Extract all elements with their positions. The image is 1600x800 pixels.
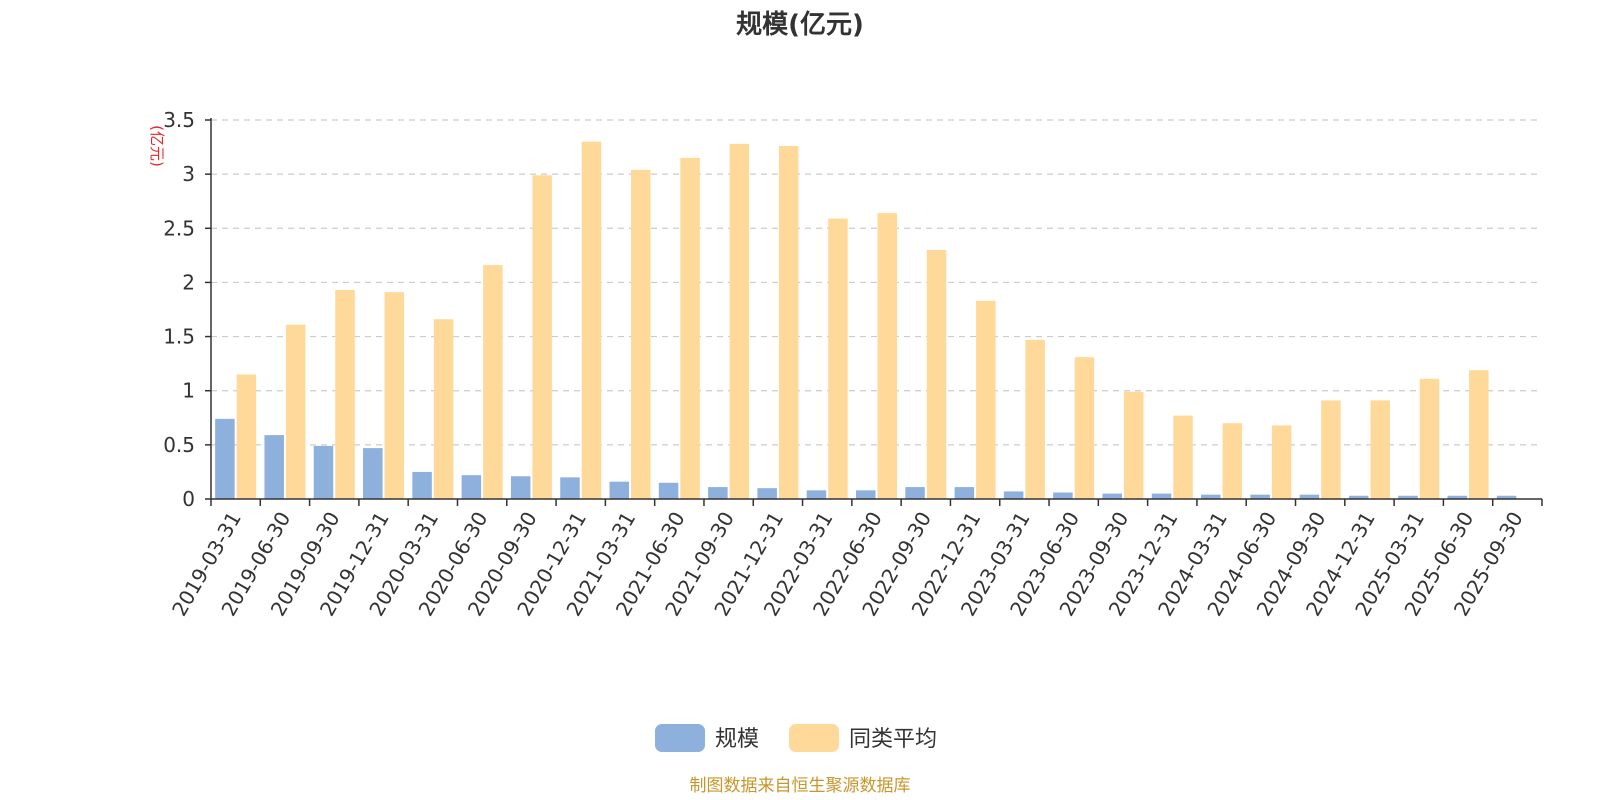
bar-scale [412,471,432,499]
bar-scale [609,481,630,499]
bar-scale [1348,495,1369,499]
legend-swatch-category-average [789,724,839,752]
legend-swatch-scale [655,724,705,752]
bar-scale [806,490,827,499]
bar-scale [215,418,235,499]
data-source-note: 制图数据来自恒生聚源数据库 [690,776,911,796]
bar-category-average [236,374,257,499]
bar-scale [1201,494,1221,499]
bar-scale [658,482,679,499]
legend-label-scale: 规模 [715,727,759,752]
bar-category-average [1074,357,1095,499]
bar-category-average [581,141,602,499]
y-tick-label: 1.5 [163,325,195,349]
legend: 规模 同类平均 [655,724,937,752]
bar-category-average [1370,400,1390,499]
x-tick-labels: 2019-03-312019-06-302019-09-302019-12-31… [167,507,1528,620]
bar-scale [856,490,876,499]
bar-category-average [1469,370,1489,499]
y-tick-label: 1 [182,379,195,403]
bar-category-average [680,157,700,499]
y-axis-unit-label: (亿元) [148,125,166,167]
bar-scale [1250,494,1270,499]
bar-scale [1102,493,1122,499]
bar-category-average [384,292,405,499]
bar-scale [905,487,925,499]
bar-scale [954,487,975,499]
bar-scale [510,476,531,499]
axes [205,118,1543,506]
bar-scale [708,487,728,499]
bar-category-average [1222,423,1243,499]
bar-scale [1299,494,1320,499]
bar-category-average [1123,391,1144,499]
bar-scale [363,448,383,499]
y-tick-label: 2 [182,270,195,294]
bar-category-average [335,290,355,499]
bar-category-average [1419,378,1440,499]
bar-category-average [1025,339,1045,499]
bar-category-average [1173,415,1193,499]
y-tick-label: 3 [182,162,195,186]
bar-scale [1151,493,1172,499]
bar-scale [461,475,482,499]
bar-category-average [729,143,750,499]
chart-title: 规模(亿元) [736,10,864,40]
y-tick-label: 0.5 [163,433,195,457]
bar-category-average [631,169,651,499]
bar-scale [1003,491,1024,499]
bar-category-average [1321,400,1341,499]
bar-category-average [778,145,799,499]
bar-scale [264,435,284,499]
bar-scale [560,477,580,499]
bar-category-average [483,265,503,499]
bar-scale [1053,492,1073,499]
legend-label-category-average: 同类平均 [849,727,937,752]
bar-category-average [1271,425,1292,499]
bar-scale [1496,495,1517,499]
y-tick-label: 3.5 [163,108,195,132]
bar-category-average [926,249,947,499]
bar-scale [1447,495,1468,499]
bar-category-average [877,213,897,499]
gridlines [211,119,1542,446]
bar-category-average [976,300,996,499]
y-tick-labels: 0 0.5 1 1.5 2 2.5 3 3.5 [163,108,195,511]
bar-scale [313,445,334,499]
bar-category-average [433,319,454,499]
bar-category-average [285,324,306,499]
bar-scale [1398,495,1418,499]
bar-category-average [828,218,848,500]
y-tick-label: 0 [182,487,195,511]
y-tick-label: 2.5 [163,216,195,240]
bar-scale [757,488,777,499]
bar-category-average [532,175,552,499]
bars [215,141,1517,500]
